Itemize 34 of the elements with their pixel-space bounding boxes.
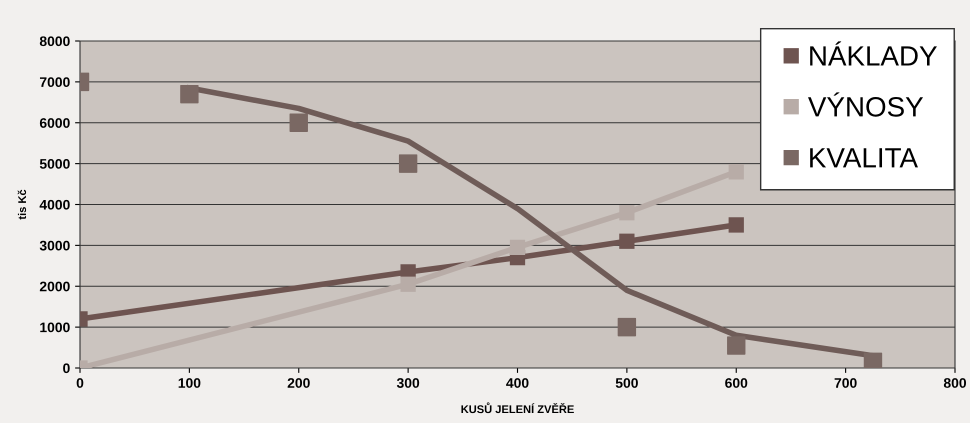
point (728, 164, 744, 180)
y-tick-label: 6000 (40, 118, 70, 128)
y-tick-label: 2000 (40, 282, 70, 292)
point (398, 154, 418, 173)
point (618, 318, 636, 336)
y-tick-label: 8000 (40, 36, 70, 46)
legend-label: VÝNOSY (808, 92, 924, 117)
x-tick-label: 200 (288, 378, 310, 388)
y-tick-label: 1000 (40, 322, 70, 332)
legend-label: NÁKLADY (810, 41, 937, 66)
point (400, 276, 416, 292)
y-tick-label: 0 (63, 363, 70, 374)
y-tick-label: 7000 (40, 77, 70, 88)
x-tick-label: 100 (178, 378, 200, 388)
point (510, 240, 526, 256)
x-tick-label: 600 (725, 378, 748, 388)
point (619, 205, 635, 220)
y-tick-label: 5000 (40, 158, 70, 169)
x-tick-label: 400 (506, 378, 529, 388)
x-tick-label: 500 (616, 378, 638, 388)
x-tick-label: 800 (944, 378, 966, 388)
point (727, 336, 746, 355)
point (290, 114, 308, 132)
y-axis-title: tis Kč (18, 190, 26, 220)
y-tick-label: 4000 (40, 200, 70, 210)
point (180, 84, 199, 104)
x-tick-label: 300 (396, 378, 420, 388)
point (619, 234, 635, 249)
y-tick-label: 3000 (40, 240, 70, 251)
x-axis-title: KUSŮ JELENÍ ZVĚŘE (461, 402, 574, 414)
point (728, 217, 744, 233)
x-tick-label: 0 (76, 378, 84, 388)
x-tick-label: 700 (834, 378, 857, 388)
legend-label: KVALITA (810, 148, 918, 168)
